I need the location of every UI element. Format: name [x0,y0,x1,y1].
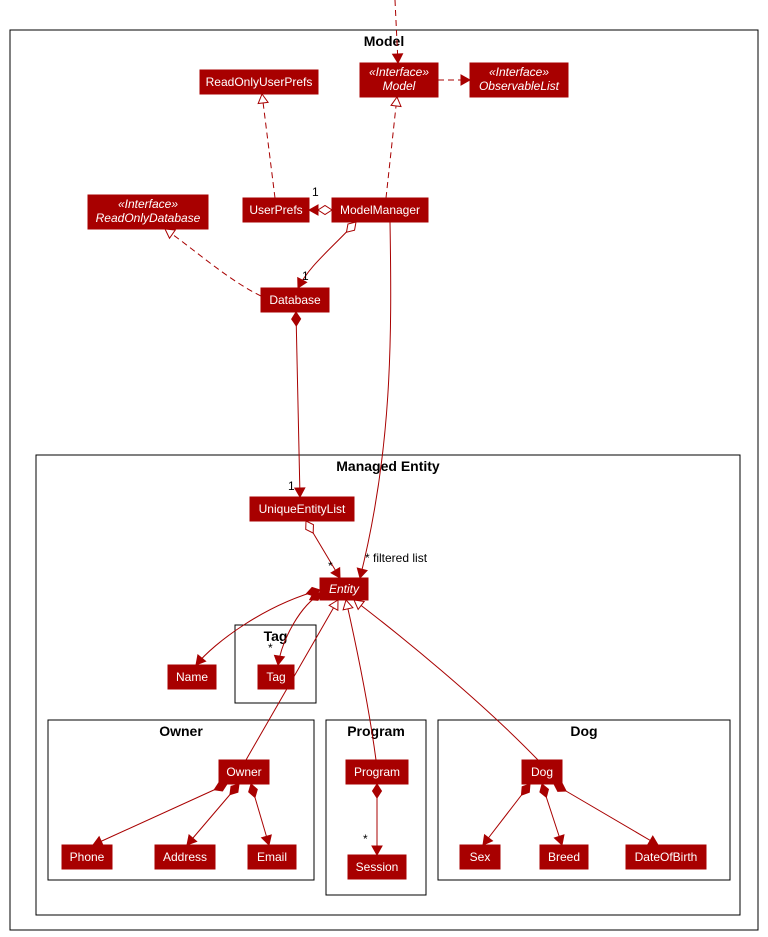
svg-text:«Interface»: «Interface» [369,65,429,79]
node-dateofbirth: DateOfBirth [626,845,706,869]
pkg-tag: Tag [235,625,316,703]
svg-text:* filtered list: * filtered list [365,551,428,565]
svg-text:ObservableList: ObservableList [479,79,560,93]
svg-text:ReadOnlyUserPrefs: ReadOnlyUserPrefs [206,75,313,89]
node-tag: Tag [258,665,294,689]
svg-text:Owner: Owner [226,765,261,779]
node-unique-entity-list: UniqueEntityList [250,497,354,521]
node-dog: Dog [522,760,562,784]
edge-entity-name [196,588,320,665]
svg-text:1: 1 [312,185,319,199]
edge-database-unique-entity-list: 1 [288,312,305,497]
edge-entry-top-interface-model [393,0,403,63]
node-readonly-userprefs: ReadOnlyUserPrefs [200,70,318,94]
svg-text:ModelManager: ModelManager [340,203,420,217]
edge-owner-address [187,784,239,845]
svg-text:1: 1 [288,479,295,493]
node-name: Name [168,665,216,689]
edge-owner-email [249,784,272,845]
edge-program-session: * [363,784,382,855]
svg-text:Phone: Phone [70,850,105,864]
edge-database-readonly-database [165,229,261,296]
svg-text:«Interface»: «Interface» [489,65,549,79]
svg-text:Email: Email [257,850,287,864]
svg-text:Session: Session [356,860,399,874]
node-breed: Breed [540,845,588,869]
svg-text:Owner: Owner [159,723,203,739]
svg-text:*: * [268,641,273,655]
svg-text:Sex: Sex [470,850,491,864]
node-modelmanager: ModelManager [332,198,428,222]
node-userprefs: UserPrefs [243,198,309,222]
svg-text:DateOfBirth: DateOfBirth [635,850,698,864]
svg-text:UserPrefs: UserPrefs [249,203,302,217]
pkg-model: Model [10,30,758,930]
svg-text:Model: Model [364,33,404,49]
uml-diagram: Model Managed Entity Tag Owner Program Dog 1 1 1… [0,0,768,937]
svg-text:Tag: Tag [266,670,285,684]
svg-text:«Interface»: «Interface» [118,197,178,211]
node-database: Database [261,288,329,312]
svg-text:Entity: Entity [329,582,360,596]
svg-text:Breed: Breed [548,850,580,864]
edge-modelmanager-userprefs: 1 [309,185,332,215]
node-sex: Sex [460,845,500,869]
edge-interface-model-observable-list [438,75,470,85]
edge-dog-sex [483,784,530,845]
svg-text:Model: Model [383,79,416,93]
svg-text:*: * [363,832,368,846]
svg-text:Program: Program [347,723,405,739]
node-interface-model: «Interface»Model [360,63,438,97]
node-phone: Phone [62,845,112,869]
node-email: Email [248,845,296,869]
svg-text:Managed Entity: Managed Entity [336,458,440,474]
node-observable-list: «Interface»ObservableList [470,63,568,97]
node-readonly-database: «Interface»ReadOnlyDatabase [88,195,208,229]
node-session: Session [348,855,406,879]
edge-modelmanager-database: 1 [298,222,356,288]
svg-text:UniqueEntityList: UniqueEntityList [259,502,346,516]
svg-text:ReadOnlyDatabase: ReadOnlyDatabase [96,211,201,225]
svg-text:Address: Address [163,850,207,864]
edge-modelmanager-entity: * filtered list [357,222,427,578]
node-entity: Entity [320,578,368,600]
svg-text:*: * [328,559,333,573]
svg-text:Dog: Dog [570,723,597,739]
svg-text:Name: Name [176,670,208,684]
node-program: Program [346,760,408,784]
edge-dog-dateofbirth [554,784,658,845]
svg-text:Database: Database [269,293,321,307]
svg-text:Dog: Dog [531,765,553,779]
edge-unique-entity-list-entity: * [306,521,340,578]
svg-text:Program: Program [354,765,400,779]
edge-userprefs-readonly-userprefs [258,94,275,198]
node-address: Address [155,845,215,869]
edge-owner-phone [93,783,227,846]
node-owner: Owner [219,760,269,784]
svg-text:1: 1 [302,269,309,283]
edge-modelmanager-interface-model [386,97,401,198]
edge-dog-breed [540,784,564,845]
